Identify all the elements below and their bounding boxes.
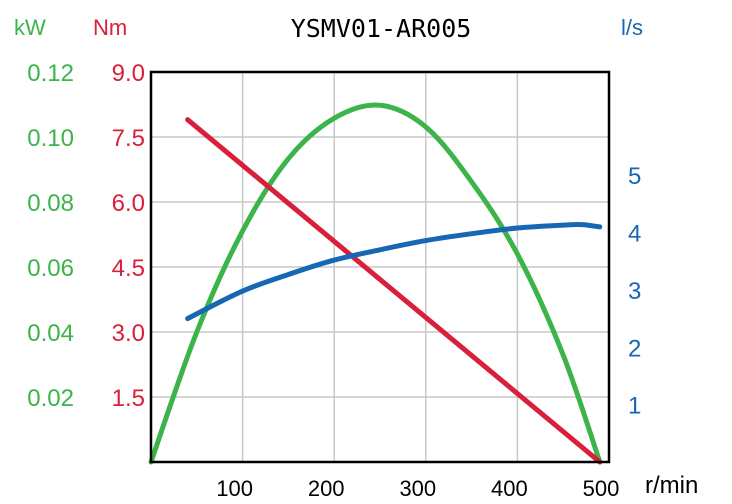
x-tick-label: 500 (583, 476, 620, 501)
ls-tick-label: 1 (628, 393, 641, 420)
ls-tick-label: 4 (628, 221, 641, 248)
kw-tick-label: 0.04 (27, 320, 74, 347)
ls-tick-label: 2 (628, 335, 641, 362)
nm-tick-label: 6.0 (112, 190, 145, 217)
kw-tick-label: 0.02 (27, 385, 74, 412)
kw-tick-label: 0.12 (27, 60, 74, 87)
plot-frame (149, 70, 611, 464)
kw-unit-label: kW (14, 15, 46, 40)
series-line-power (148, 102, 603, 465)
x-tick-label: 100 (216, 476, 253, 501)
ls-tick-label: 5 (628, 163, 641, 190)
nm-unit-label: Nm (93, 15, 127, 40)
tick-labels: 100 200 300 400 500 9.0 7.5 6.0 4.5 3.0 1.5 0.12 0.1… (27, 60, 641, 501)
x-tick-label: 200 (308, 476, 345, 501)
grid-lines (151, 72, 609, 462)
kw-tick-label: 0.06 (27, 255, 74, 282)
series-group (148, 102, 603, 465)
chart-title: YSMV01-AR005 (291, 14, 472, 43)
kw-tick-label: 0.10 (27, 125, 74, 152)
x-axis-label: r/min (645, 472, 698, 499)
x-tick-label: 400 (491, 476, 528, 501)
ls-tick-label: 3 (628, 278, 641, 305)
nm-tick-label: 4.5 (112, 255, 145, 282)
nm-tick-label: 3.0 (112, 320, 145, 347)
series-line-torque (185, 117, 603, 465)
x-tick-label: 300 (399, 476, 436, 501)
nm-tick-label: 9.0 (112, 60, 145, 87)
nm-tick-label: 7.5 (112, 125, 145, 152)
kw-tick-label: 0.08 (27, 190, 74, 217)
nm-tick-label: 1.5 (112, 385, 145, 412)
ls-unit-label: l/s (621, 15, 643, 40)
series-line-flow (185, 221, 603, 322)
